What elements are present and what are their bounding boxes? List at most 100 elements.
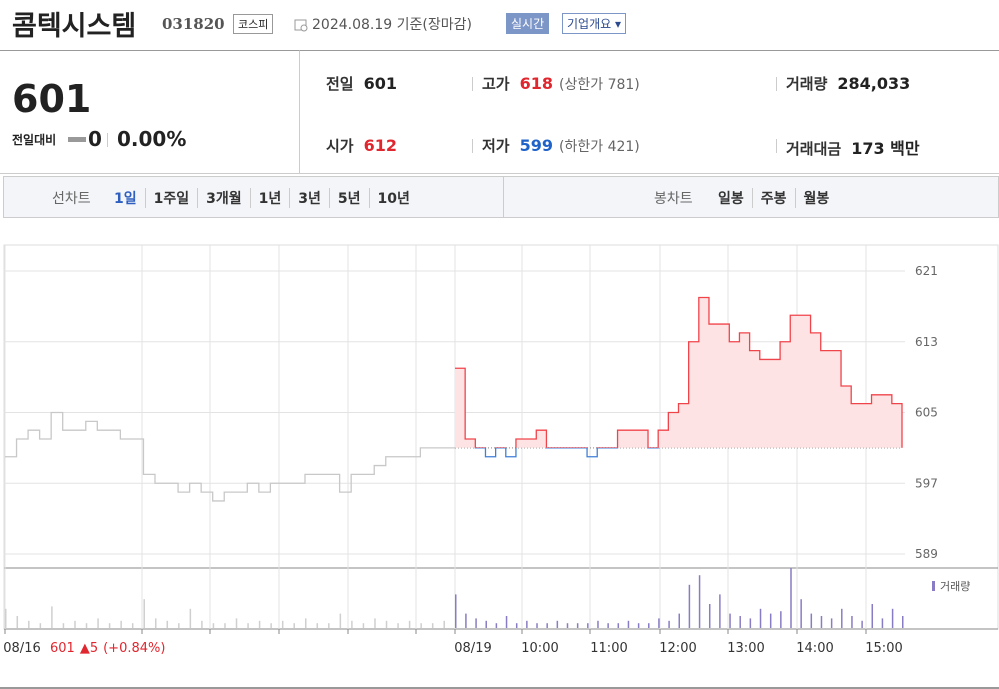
period-tab[interactable]: 1주일	[144, 188, 198, 208]
change-label: 전일대비	[12, 133, 57, 147]
volume-bar	[258, 620, 261, 628]
price-box: 601 전일대비 0 0.00%	[0, 50, 300, 174]
tab-bar: 선차트 1일 1주일 3개월 1년 3년 5년 10년 봉차트 일봉 주봉 월봉	[3, 176, 999, 218]
period-tabs: 1일 1주일 3개월 1년 3년 5년 10년	[106, 188, 418, 208]
separator	[472, 77, 473, 91]
period-tab[interactable]: 1년	[249, 188, 290, 208]
volume-bar	[495, 623, 498, 628]
volume-bar	[576, 623, 579, 628]
volume-bar	[678, 613, 680, 628]
volume-bar	[5, 608, 7, 628]
y-tick-label: 597	[915, 476, 938, 490]
volume-bar	[780, 611, 782, 628]
volume-bar	[536, 623, 538, 628]
volume-bar	[97, 618, 99, 628]
volume-bar	[698, 575, 701, 628]
volume-bar	[120, 620, 122, 628]
quote-label: 전일	[326, 75, 354, 93]
prev-change: ▲5	[80, 641, 98, 656]
volume-bar	[607, 623, 609, 628]
x-tick-label: 08/16	[3, 641, 40, 656]
candle-chart-label: 봉차트	[654, 191, 693, 207]
quote-extra: (하한가 421)	[559, 139, 640, 155]
x-tick-label: 08/19	[454, 641, 491, 656]
period-tab[interactable]: 3개월	[197, 188, 250, 208]
line-chart-label: 선차트	[52, 191, 91, 207]
volume-bar	[708, 604, 711, 628]
separator	[472, 139, 473, 153]
volume-bar	[800, 599, 802, 628]
market-badge: 코스피	[233, 14, 274, 34]
y-tick-label: 589	[915, 547, 938, 561]
volume-bar	[851, 616, 853, 628]
volume-bar	[51, 606, 53, 628]
quote-item: 저가 599 (하한가 421)	[482, 135, 640, 156]
quote-value: 173 백만	[851, 139, 920, 158]
company-button[interactable]: 기업개요 ▾	[562, 13, 627, 34]
volume-bar	[281, 620, 284, 628]
base-date: 2024.08.19 기준(장마감)	[312, 17, 472, 33]
volume-bar	[658, 618, 660, 628]
quote-item: 전일 601	[326, 73, 397, 94]
x-tick-label: 10:00	[521, 641, 558, 656]
volume-bar	[617, 623, 620, 628]
volume-bar	[339, 613, 342, 628]
volume-bar	[841, 608, 843, 628]
volume-bar	[224, 623, 226, 628]
y-tick-label: 613	[915, 335, 938, 349]
volume-bar	[189, 608, 192, 628]
volume-bar	[443, 620, 445, 628]
period-tab[interactable]: 5년	[328, 188, 369, 208]
realtime-button[interactable]: 실시간	[506, 13, 550, 34]
quote-grid: 전일 601 고가 618 (상한가 781) 거래량 284,033 시가 612 저가 599 (…	[300, 50, 999, 174]
volume-bar	[293, 623, 295, 628]
volume-bar	[891, 608, 894, 628]
quote-label: 거래량	[786, 75, 828, 93]
volume-bar	[597, 620, 599, 628]
candle-tab[interactable]: 월봉	[794, 188, 838, 208]
volume-bar	[556, 620, 559, 628]
volume-bar	[408, 620, 411, 628]
volume-bar	[861, 620, 863, 628]
change-pct: 0.00%	[117, 127, 187, 151]
stock-code: 031820	[162, 15, 225, 33]
volume-bar	[790, 568, 792, 628]
volume-bar	[505, 616, 508, 628]
volume-bar	[131, 623, 134, 628]
volume-bar	[902, 616, 904, 628]
volume-bar	[155, 618, 157, 628]
line	[5, 411, 455, 502]
volume-bar	[871, 604, 874, 628]
quote-value: 612	[363, 136, 398, 155]
separator	[776, 77, 777, 91]
period-tab[interactable]: 10년	[368, 188, 418, 208]
volume-bar	[316, 623, 319, 628]
candle-tab[interactable]: 주봉	[751, 188, 795, 208]
quote-label: 거래대금	[786, 140, 842, 158]
period-tab[interactable]: 3년	[289, 188, 329, 208]
volume-bar	[749, 618, 752, 628]
period-tab[interactable]: 1일	[114, 191, 137, 207]
volume-bar	[546, 623, 548, 628]
y-tick-label: 621	[915, 264, 938, 278]
volume-bar	[362, 623, 365, 628]
tab-divider	[503, 177, 504, 217]
volume-bar	[688, 584, 691, 628]
volume-bar	[28, 620, 30, 628]
volume-bar	[475, 618, 477, 628]
volume-legend-swatch	[932, 581, 935, 591]
volume-bar	[201, 620, 203, 628]
separator	[107, 133, 108, 147]
volume-bar	[85, 623, 88, 628]
quote-value: 601	[363, 74, 398, 93]
quote-item: 시가 612	[326, 135, 397, 156]
candle-tab[interactable]: 일봉	[718, 191, 744, 207]
volume-bar	[769, 613, 772, 628]
volume-bar	[16, 616, 19, 628]
volume-bar	[270, 623, 272, 628]
price: 601	[12, 77, 92, 121]
x-tick-label: 15:00	[865, 641, 902, 656]
volume-bar	[39, 623, 42, 628]
volume-bar	[526, 620, 528, 628]
volume-bar	[719, 594, 721, 628]
